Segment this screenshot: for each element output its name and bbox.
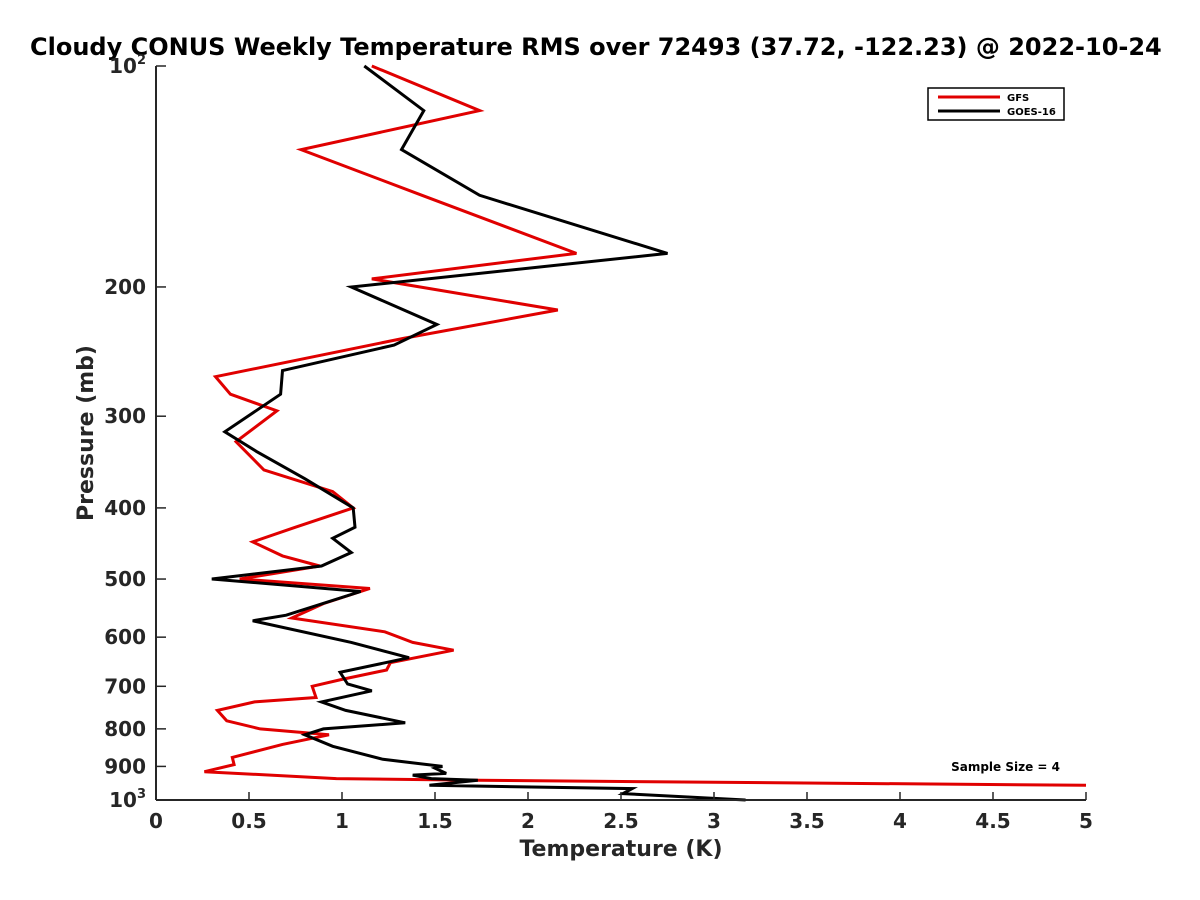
series-line-gfs	[204, 64, 1087, 787]
y-tick-label: 600	[104, 625, 146, 649]
series-line-goes-16	[211, 64, 746, 802]
x-ticks: 0 0.5 1 1.5 2 2.5 3 3.5 4 4.5 5	[149, 792, 1093, 833]
chart-title: Cloudy CONUS Weekly Temperature RMS over…	[30, 33, 1162, 61]
y-tick-label: 900	[104, 754, 146, 778]
axes	[155, 66, 1086, 801]
x-axis-label: Temperature (K)	[519, 837, 722, 862]
y-tick-label: 400	[104, 496, 146, 520]
x-tick-label: 4.5	[975, 809, 1010, 833]
legend: GFS GOES-16	[927, 87, 1065, 121]
x-tick-label: 4	[893, 809, 907, 833]
x-tick-label: 2.5	[603, 809, 638, 833]
x-tick-label: 0	[149, 809, 163, 833]
legend-box	[927, 87, 1065, 121]
x-tick-label: 3	[707, 809, 721, 833]
y-tick-label: 200	[104, 275, 146, 299]
y-tick-label: 102	[109, 53, 146, 78]
legend-label: GOES-16	[1007, 107, 1056, 118]
y-tick-label: 800	[104, 717, 146, 741]
x-tick-label: 5	[1079, 809, 1093, 833]
series-lines	[204, 64, 1087, 802]
x-tick-label: 1.5	[417, 809, 452, 833]
y-axis-label: Pressure (mb)	[74, 345, 99, 521]
y-tick-label: 300	[104, 404, 146, 428]
x-tick-label: 2	[521, 809, 535, 833]
y-tick-label: 700	[104, 674, 146, 698]
x-tick-label: 3.5	[789, 809, 824, 833]
y-ticks: 102 200 300 400 500 600 700 800 900 103	[104, 53, 166, 812]
sample-size-annotation: Sample Size = 4	[951, 760, 1060, 774]
y-tick-label: 500	[104, 567, 146, 591]
y-tick-label: 103	[109, 787, 146, 812]
x-tick-label: 1	[335, 809, 349, 833]
x-tick-label: 0.5	[231, 809, 266, 833]
legend-label: GFS	[1007, 93, 1029, 104]
